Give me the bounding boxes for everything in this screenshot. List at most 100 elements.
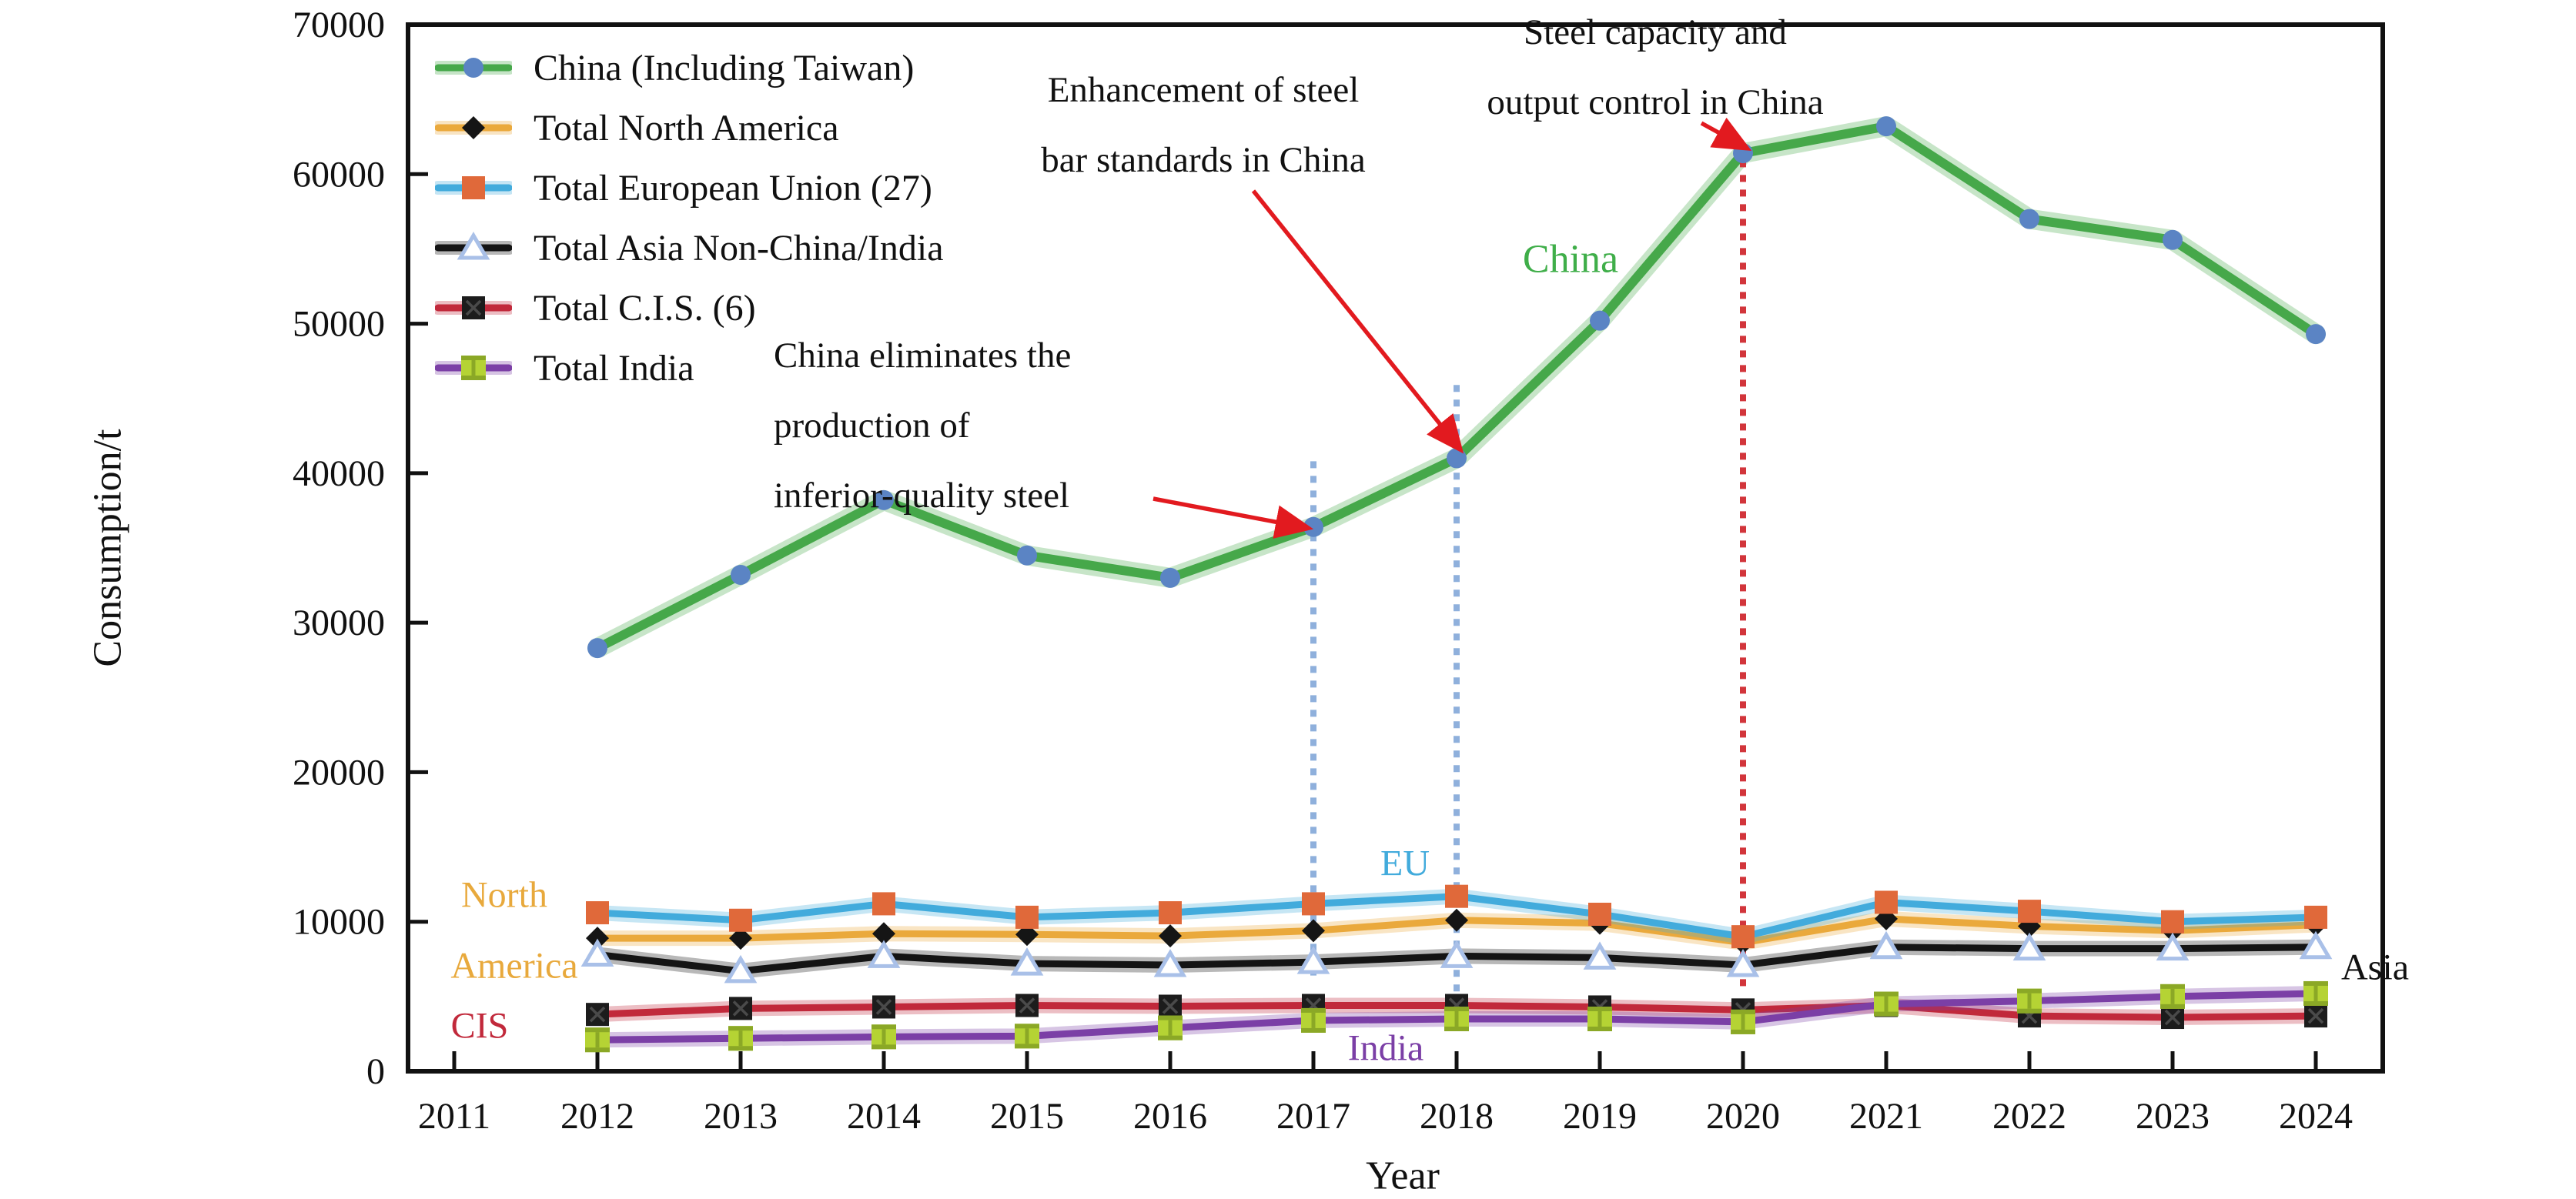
series-north-america-marker [462, 116, 485, 139]
x-tick-label-2016: 2016 [1133, 1096, 1207, 1137]
x-tick-label-2014: 2014 [847, 1096, 921, 1137]
series-india-marker [728, 1026, 753, 1051]
series-cis-marker [1015, 994, 1039, 1017]
legend-label: Total C.I.S. (6) [534, 287, 756, 329]
region-label-eu: EU [1380, 843, 1430, 884]
series-north-america-marker [1445, 908, 1468, 932]
y-tick-label-50000: 50000 [293, 304, 385, 345]
x-tick-label-2012: 2012 [560, 1096, 634, 1137]
legend-item-european-union: Total European Union (27) [431, 158, 944, 218]
series-european-union-marker [1015, 905, 1039, 929]
series-european-union-marker [1875, 890, 1898, 914]
legend-item-cis: Total C.I.S. (6) [431, 278, 944, 338]
series-european-union-marker [2304, 905, 2327, 929]
series-european-union-marker [1731, 925, 1755, 949]
series-asia-non-china-india-marker [2012, 932, 2046, 961]
series-india-marker [2160, 984, 2185, 1009]
series-cis-marker [462, 296, 485, 319]
series-india-marker [1444, 1007, 1469, 1031]
series-asia-non-china-india-marker [1869, 930, 1903, 960]
series-china-marker [2019, 209, 2039, 229]
y-tick-label-0: 0 [366, 1051, 385, 1092]
series-cis-marker [2161, 1006, 2184, 1030]
series-asia-non-china-india-marker [2156, 932, 2190, 961]
series-cis-marker [729, 997, 752, 1020]
annotation-arrow-0-icon [1153, 496, 1314, 539]
annotation-line: Enhancement of steel [1047, 69, 1360, 110]
series-north-america-marker [586, 927, 609, 950]
series-india-marker [461, 356, 486, 380]
region-label-asia: Asia [2341, 947, 2409, 988]
x-tick-label-2015: 2015 [990, 1096, 1064, 1137]
legend-marker-asia-icon [431, 218, 516, 278]
annotation-line: Steel capacity and [1524, 12, 1787, 52]
legend-label: China (Including Taiwan) [534, 47, 915, 89]
series-north-america-marker [729, 927, 752, 950]
annotation-line: output control in China [1487, 82, 1824, 122]
series-european-union-marker [729, 908, 752, 932]
x-tick-label-2017: 2017 [1276, 1096, 1350, 1137]
legend-marker-north-america-icon [431, 98, 516, 158]
series-cis-marker [872, 995, 895, 1019]
series-china-marker [2163, 229, 2183, 250]
series-asia-non-china-india-marker [2299, 930, 2333, 960]
y-tick-label-60000: 60000 [293, 154, 385, 195]
x-tick-label-2013: 2013 [704, 1096, 778, 1137]
region-label-cis: CIS [450, 1005, 509, 1047]
legend-item-north-america: Total North America [431, 98, 944, 158]
legend-marker-china-icon [431, 38, 516, 98]
series-asia-non-china-india-marker [1296, 946, 1330, 974]
x-tick-label-2024: 2024 [2279, 1096, 2353, 1137]
series-india-marker [1874, 991, 1899, 1017]
series-asia-non-china-india-marker [1153, 949, 1187, 977]
y-tick-label-10000: 10000 [293, 902, 385, 943]
y-tick-label-20000: 20000 [293, 752, 385, 793]
legend-label: Total North America [534, 107, 839, 149]
x-tick-label-2023: 2023 [2136, 1096, 2210, 1137]
series-india-markers [585, 980, 2328, 1053]
series-asia-non-china-india-marker [457, 232, 490, 260]
series-north-america-marker [1159, 924, 1182, 948]
legend-marker-cis-icon [431, 278, 516, 338]
series-china-markers [587, 116, 2326, 659]
plot-border [406, 22, 2385, 1074]
series-india-marker [1015, 1024, 1039, 1049]
annotation-line: China eliminates the [774, 335, 1072, 376]
x-tick-label-2019: 2019 [1563, 1096, 1637, 1137]
legend-marker-european-union-icon [431, 158, 516, 218]
x-tick-label-2022: 2022 [1992, 1096, 2066, 1137]
region-label-india: India [1347, 1027, 1424, 1069]
series-european-union-marker [2161, 910, 2184, 933]
series-asia-non-china-india-marker [724, 954, 758, 984]
series-european-union-marker [1588, 903, 1611, 926]
x-tick-label-2020: 2020 [1706, 1096, 1780, 1137]
annotation-line: production of [774, 405, 970, 446]
x-axis-title: Year [1366, 1154, 1440, 1198]
series-china-marker [2306, 324, 2326, 345]
x-tick-label-2011: 2011 [418, 1096, 490, 1137]
series-cis-marker [2304, 1004, 2327, 1028]
series-asia-non-china-india-markers [580, 930, 2333, 984]
series-european-union-marker [872, 892, 895, 916]
series-cis-marker [1159, 994, 1182, 1018]
legend-label: Total European Union (27) [534, 167, 932, 209]
series-china-marker [874, 489, 894, 510]
annotation-china-eliminates-inferior-steel: China eliminates the production of infer… [774, 321, 1071, 531]
series-india-marker [2017, 988, 2042, 1014]
region-label-north: North [461, 874, 547, 916]
series-india-marker [585, 1027, 610, 1053]
annotation-steel-bar-standards: Enhancement of steel bar standards in Ch… [1041, 55, 1366, 195]
series-china-marker [1447, 448, 1467, 469]
annotation-arrow-1-icon [1251, 189, 1464, 454]
legend-item-china: China (Including Taiwan) [431, 38, 944, 98]
series-india-marker [871, 1024, 896, 1050]
y-tick-label-40000: 40000 [293, 453, 385, 494]
y-tick-label-70000: 70000 [293, 5, 385, 45]
series-european-union-marker [1302, 892, 1325, 916]
series-india-marker [1587, 1007, 1612, 1031]
series-asia-non-china-india-marker [1583, 941, 1617, 970]
series-china-marker [1017, 545, 1037, 566]
series-asia-non-china-india-marker [867, 940, 901, 968]
series-asia-non-china-india-marker [580, 938, 614, 967]
